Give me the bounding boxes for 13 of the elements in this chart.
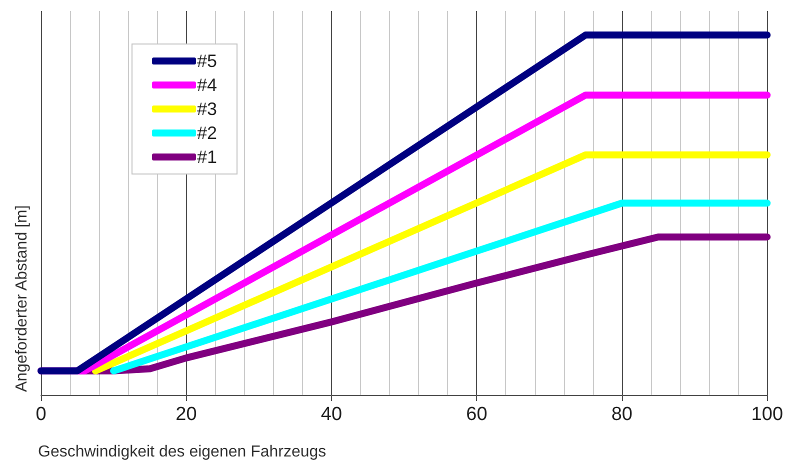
x-tick-label: 80: [611, 404, 632, 425]
x-tick-label: 20: [176, 404, 197, 425]
x-tick-label: 40: [320, 404, 342, 425]
legend-label: #4: [197, 75, 218, 95]
y-axis-title: Angeforderter Abstand [m]: [14, 205, 30, 392]
x-tick-label: 0: [36, 404, 46, 425]
legend-label: #3: [197, 99, 218, 119]
x-tick-label: 60: [466, 404, 488, 425]
legend-label: #1: [197, 147, 218, 167]
x-tick-label: 100: [751, 404, 783, 425]
x-axis-title: Geschwindigkeit des eigenen Fahrzeugs: [38, 444, 326, 460]
legend-label: #5: [197, 51, 218, 71]
legend-label: #2: [197, 123, 218, 143]
